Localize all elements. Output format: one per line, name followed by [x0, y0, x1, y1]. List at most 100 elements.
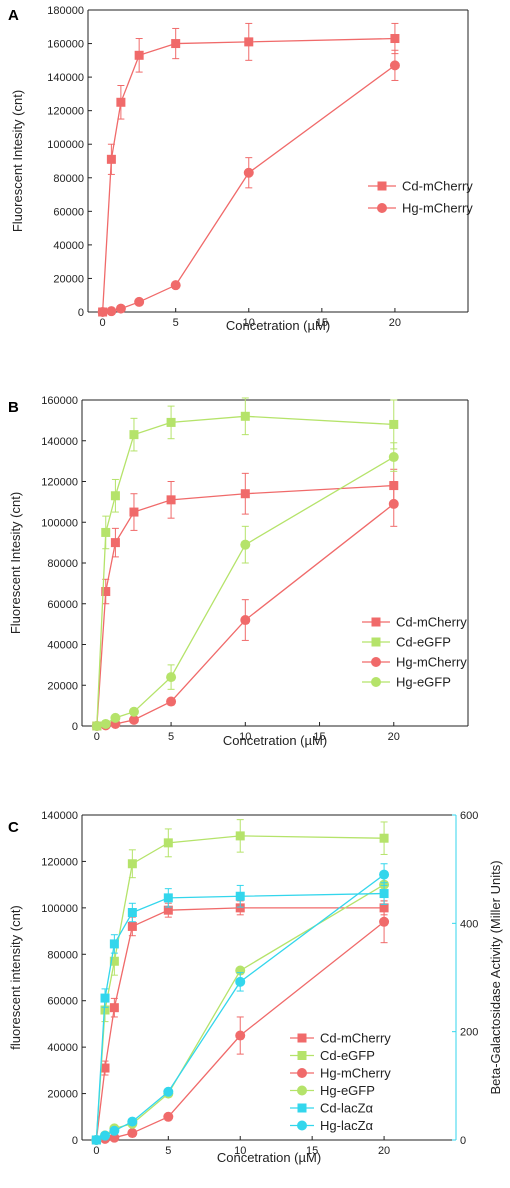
chart-panel-c: C020000400006000080000100000120000140000… — [8, 810, 503, 1165]
data-point — [390, 34, 400, 44]
y2-tick-label: 600 — [460, 810, 478, 822]
data-point — [166, 672, 177, 683]
x-tick-label: 5 — [168, 731, 174, 743]
y2-axis-label: Beta-Galactosidase Activity (Miller Unit… — [488, 860, 503, 1094]
y-tick-label: 120000 — [47, 106, 84, 118]
panel-letter: B — [8, 399, 19, 416]
y-tick-label: 140000 — [41, 436, 78, 448]
x-tick-label: 10 — [239, 731, 251, 743]
legend-label: Cd-lacZα — [320, 1101, 374, 1116]
legend-label: Cd-mCherry — [320, 1031, 391, 1046]
legend-marker — [297, 1068, 307, 1078]
series-cd-egfp — [92, 397, 399, 731]
data-point — [243, 167, 254, 178]
x-tick-label: 0 — [93, 1145, 99, 1157]
legend-marker — [297, 1085, 307, 1096]
x-tick-label: 5 — [173, 317, 179, 329]
y-tick-label: 60000 — [53, 206, 84, 218]
data-point — [244, 37, 254, 47]
data-point — [128, 714, 139, 725]
data-point — [166, 696, 177, 707]
data-point — [100, 993, 110, 1003]
data-point — [109, 1132, 120, 1143]
y-tick-label: 60000 — [47, 599, 78, 611]
data-point — [127, 921, 137, 931]
data-point — [171, 39, 181, 49]
data-point — [235, 903, 245, 913]
x-axis-label: Concetration (µM) — [226, 318, 330, 333]
data-point — [97, 307, 108, 317]
y-tick-label: 0 — [72, 721, 78, 733]
data-point — [134, 50, 144, 60]
series-cd-mcherry — [98, 22, 400, 317]
legend-marker — [297, 1033, 307, 1043]
legend-marker — [377, 181, 387, 191]
data-point — [163, 1111, 174, 1122]
data-point — [240, 539, 251, 550]
data-point — [106, 306, 117, 317]
legend: Cd-mCherry Cd-eGFP Hg-mCherry Hg-eGFP Cd-lac… — [290, 1031, 391, 1133]
series-hg-mcherry — [97, 49, 400, 317]
y-tick-label: 80000 — [47, 949, 78, 961]
y-tick-label: 140000 — [41, 810, 78, 822]
legend-marker — [371, 657, 381, 667]
legend-marker — [377, 203, 387, 213]
data-point — [166, 417, 176, 427]
x-axis-label: Concetration (µM) — [223, 733, 327, 748]
data-point — [163, 905, 173, 915]
data-point — [127, 1128, 138, 1139]
x-tick-label: 20 — [388, 731, 400, 743]
y-axis-label: fluorescent intensity (cnt) — [8, 905, 23, 1050]
legend-marker — [371, 677, 381, 687]
data-point — [163, 893, 173, 903]
data-point — [127, 1116, 138, 1127]
chart-panel-a: A 0 20000 40000 60000 80000 100000 120000 140000… — [8, 5, 473, 333]
legend-label: Hg-mCherry — [396, 655, 467, 670]
data-point — [110, 712, 121, 723]
x-axis-label: Concetration (µM) — [217, 1150, 321, 1165]
data-point — [166, 495, 176, 505]
data-point — [235, 831, 245, 841]
legend: Cd-mCherry Hg-mCherry — [368, 179, 473, 216]
x-tick-label: 0 — [100, 317, 106, 329]
y-axis-label: Fluorescent Intesity (cnt) — [10, 90, 25, 232]
data-point — [100, 1130, 111, 1141]
legend-label: Cd-eGFP — [396, 635, 451, 650]
data-point — [110, 538, 120, 548]
data-point — [109, 1003, 119, 1013]
x-tick-label: 15 — [316, 317, 328, 329]
legend-label: Hg-eGFP — [396, 675, 451, 690]
y-tick-label: 80000 — [53, 173, 84, 185]
data-point — [389, 60, 400, 71]
data-point — [240, 489, 250, 499]
data-point — [129, 507, 139, 517]
x-tick-label: 10 — [243, 317, 255, 329]
series-line — [96, 415, 394, 727]
y-tick-label: 120000 — [41, 477, 78, 489]
y-tick-label: 160000 — [47, 39, 84, 51]
y-tick-label: 20000 — [53, 273, 84, 285]
x-tick-label: 10 — [234, 1145, 246, 1157]
y-tick-label: 20000 — [47, 680, 78, 692]
y2-tick-label: 200 — [460, 1027, 478, 1039]
data-point — [100, 1005, 110, 1015]
data-point — [91, 721, 102, 731]
legend-marker — [297, 1120, 307, 1131]
legend-label: Hg-mCherry — [402, 201, 473, 216]
data-point — [127, 859, 137, 869]
y-tick-label: 20000 — [47, 1089, 78, 1101]
data-point — [127, 908, 137, 917]
panel-letter: C — [8, 819, 19, 836]
data-point — [235, 891, 245, 901]
series-hg-lacz- — [91, 863, 390, 1145]
x-tick-label: 20 — [389, 317, 401, 329]
data-point — [109, 939, 119, 949]
y-tick-label: 180000 — [47, 5, 84, 17]
data-point — [109, 956, 119, 966]
legend-label: Cd-mCherry — [396, 615, 467, 630]
series-line — [102, 64, 396, 313]
y-tick-label: 40000 — [53, 240, 84, 252]
data-point — [170, 280, 181, 291]
data-point — [388, 498, 399, 509]
